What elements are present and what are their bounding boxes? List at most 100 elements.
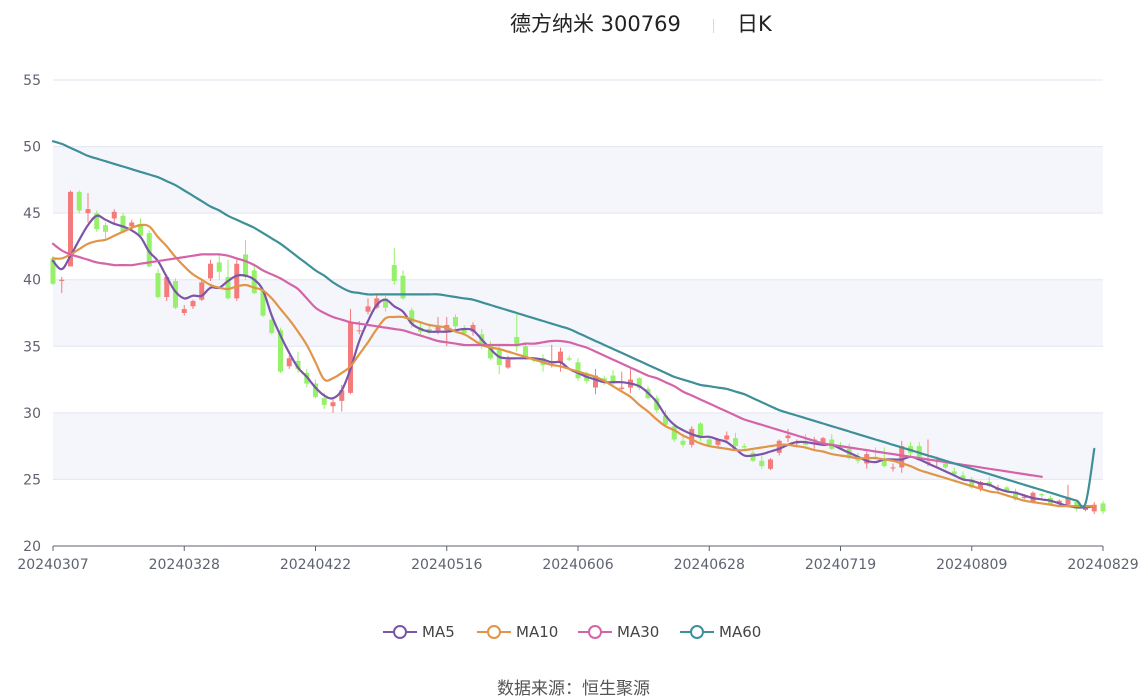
candle[interactable] xyxy=(689,426,695,448)
candle-body xyxy=(558,351,563,363)
candle[interactable] xyxy=(199,279,205,302)
candle[interactable] xyxy=(330,399,336,413)
plot-band xyxy=(53,146,1103,214)
candle-body xyxy=(295,360,301,369)
candle-body xyxy=(575,362,581,379)
candle-body xyxy=(1039,494,1045,496)
candle[interactable] xyxy=(59,277,65,294)
candle[interactable] xyxy=(759,455,765,469)
candle[interactable] xyxy=(453,314,458,329)
candle-body xyxy=(610,375,616,384)
candle[interactable] xyxy=(899,440,905,473)
candle[interactable] xyxy=(610,370,616,387)
candle[interactable] xyxy=(890,463,896,472)
candle[interactable] xyxy=(216,254,222,280)
candle-body xyxy=(776,440,782,453)
legend-label: MA30 xyxy=(617,623,660,641)
candle-body xyxy=(138,223,143,236)
candle[interactable] xyxy=(575,358,581,381)
candle[interactable] xyxy=(776,439,782,456)
candle[interactable] xyxy=(269,316,275,335)
candle-body xyxy=(68,191,73,267)
candle-body xyxy=(234,263,240,299)
data-source: 数据来源：恒生聚源 xyxy=(0,674,1147,699)
moving-average-lines[interactable] xyxy=(51,140,1096,509)
candle-body xyxy=(820,438,826,444)
candle[interactable] xyxy=(1091,502,1097,515)
candle-body xyxy=(654,398,660,411)
candle[interactable] xyxy=(190,299,196,310)
candle[interactable] xyxy=(654,395,660,413)
x-tick-label: 20240809 xyxy=(936,557,1007,573)
candle-body xyxy=(50,258,56,284)
x-tick-label: 20240606 xyxy=(542,557,613,573)
candle-body xyxy=(1065,498,1071,505)
candle[interactable] xyxy=(785,428,791,443)
candle[interactable] xyxy=(391,247,397,286)
candle[interactable] xyxy=(173,278,178,310)
legend-item-ma60[interactable]: MA60 xyxy=(680,618,761,646)
plot-band xyxy=(53,412,1103,480)
candle[interactable] xyxy=(103,222,108,239)
candle[interactable] xyxy=(383,295,388,312)
x-axis: 20240307 20240328 20240422 20240516 20240606… xyxy=(17,545,1139,573)
candle[interactable] xyxy=(234,259,240,302)
candle[interactable] xyxy=(881,447,887,468)
x-tick-label: 20240307 xyxy=(17,557,88,573)
candle[interactable] xyxy=(94,210,100,232)
candle-body xyxy=(260,290,266,316)
candle[interactable] xyxy=(208,259,213,282)
candle[interactable] xyxy=(566,355,572,361)
candle-body xyxy=(321,398,327,405)
series-line-ma10[interactable] xyxy=(51,223,1096,508)
candle[interactable] xyxy=(733,432,738,448)
candle-body xyxy=(951,471,957,475)
candle[interactable] xyxy=(593,368,598,395)
legend-label: MA60 xyxy=(719,623,762,641)
candle[interactable] xyxy=(671,423,677,443)
candle[interactable] xyxy=(243,239,248,280)
candle[interactable] xyxy=(663,410,668,428)
candle[interactable] xyxy=(558,347,563,372)
candle[interactable] xyxy=(470,322,476,336)
candle[interactable] xyxy=(181,305,187,316)
legend-label: MA5 xyxy=(422,623,455,641)
candle-body xyxy=(129,222,135,227)
candle-body xyxy=(365,306,371,312)
candle-body xyxy=(724,435,730,440)
candle[interactable] xyxy=(916,442,922,460)
candle[interactable] xyxy=(1065,484,1071,508)
candle[interactable] xyxy=(1039,492,1045,499)
series-line-ma60[interactable] xyxy=(51,140,1096,509)
candle[interactable] xyxy=(1100,500,1106,515)
candle[interactable] xyxy=(724,431,730,443)
candle[interactable] xyxy=(286,355,292,369)
ma60-legend-icon xyxy=(680,625,714,639)
candle[interactable] xyxy=(365,298,371,315)
x-tick-label: 20240829 xyxy=(1067,557,1138,573)
candle-body xyxy=(890,467,896,469)
candle[interactable] xyxy=(138,218,143,239)
candle[interactable] xyxy=(120,213,126,234)
candle[interactable] xyxy=(680,436,686,448)
legend-item-ma10[interactable]: MA10 xyxy=(477,618,558,646)
x-tick-label: 20240516 xyxy=(411,557,482,573)
candle-body xyxy=(523,346,528,357)
candle[interactable] xyxy=(768,458,773,471)
candle[interactable] xyxy=(76,190,82,214)
candle[interactable] xyxy=(628,368,633,393)
candle[interactable] xyxy=(155,269,161,299)
candle-body xyxy=(899,446,905,468)
candle-body xyxy=(453,316,458,327)
candle-body xyxy=(960,475,966,480)
legend-item-ma30[interactable]: MA30 xyxy=(578,618,659,646)
candle[interactable] xyxy=(85,193,91,223)
candle[interactable] xyxy=(619,371,625,391)
candle-body xyxy=(1004,487,1010,492)
candle[interactable] xyxy=(636,376,642,391)
legend-item-ma5[interactable]: MA5 xyxy=(383,618,455,646)
y-tick-label: 25 xyxy=(23,472,41,488)
series-line-ma30[interactable] xyxy=(51,242,1043,478)
candle[interactable] xyxy=(111,209,117,226)
candle[interactable] xyxy=(706,436,712,447)
